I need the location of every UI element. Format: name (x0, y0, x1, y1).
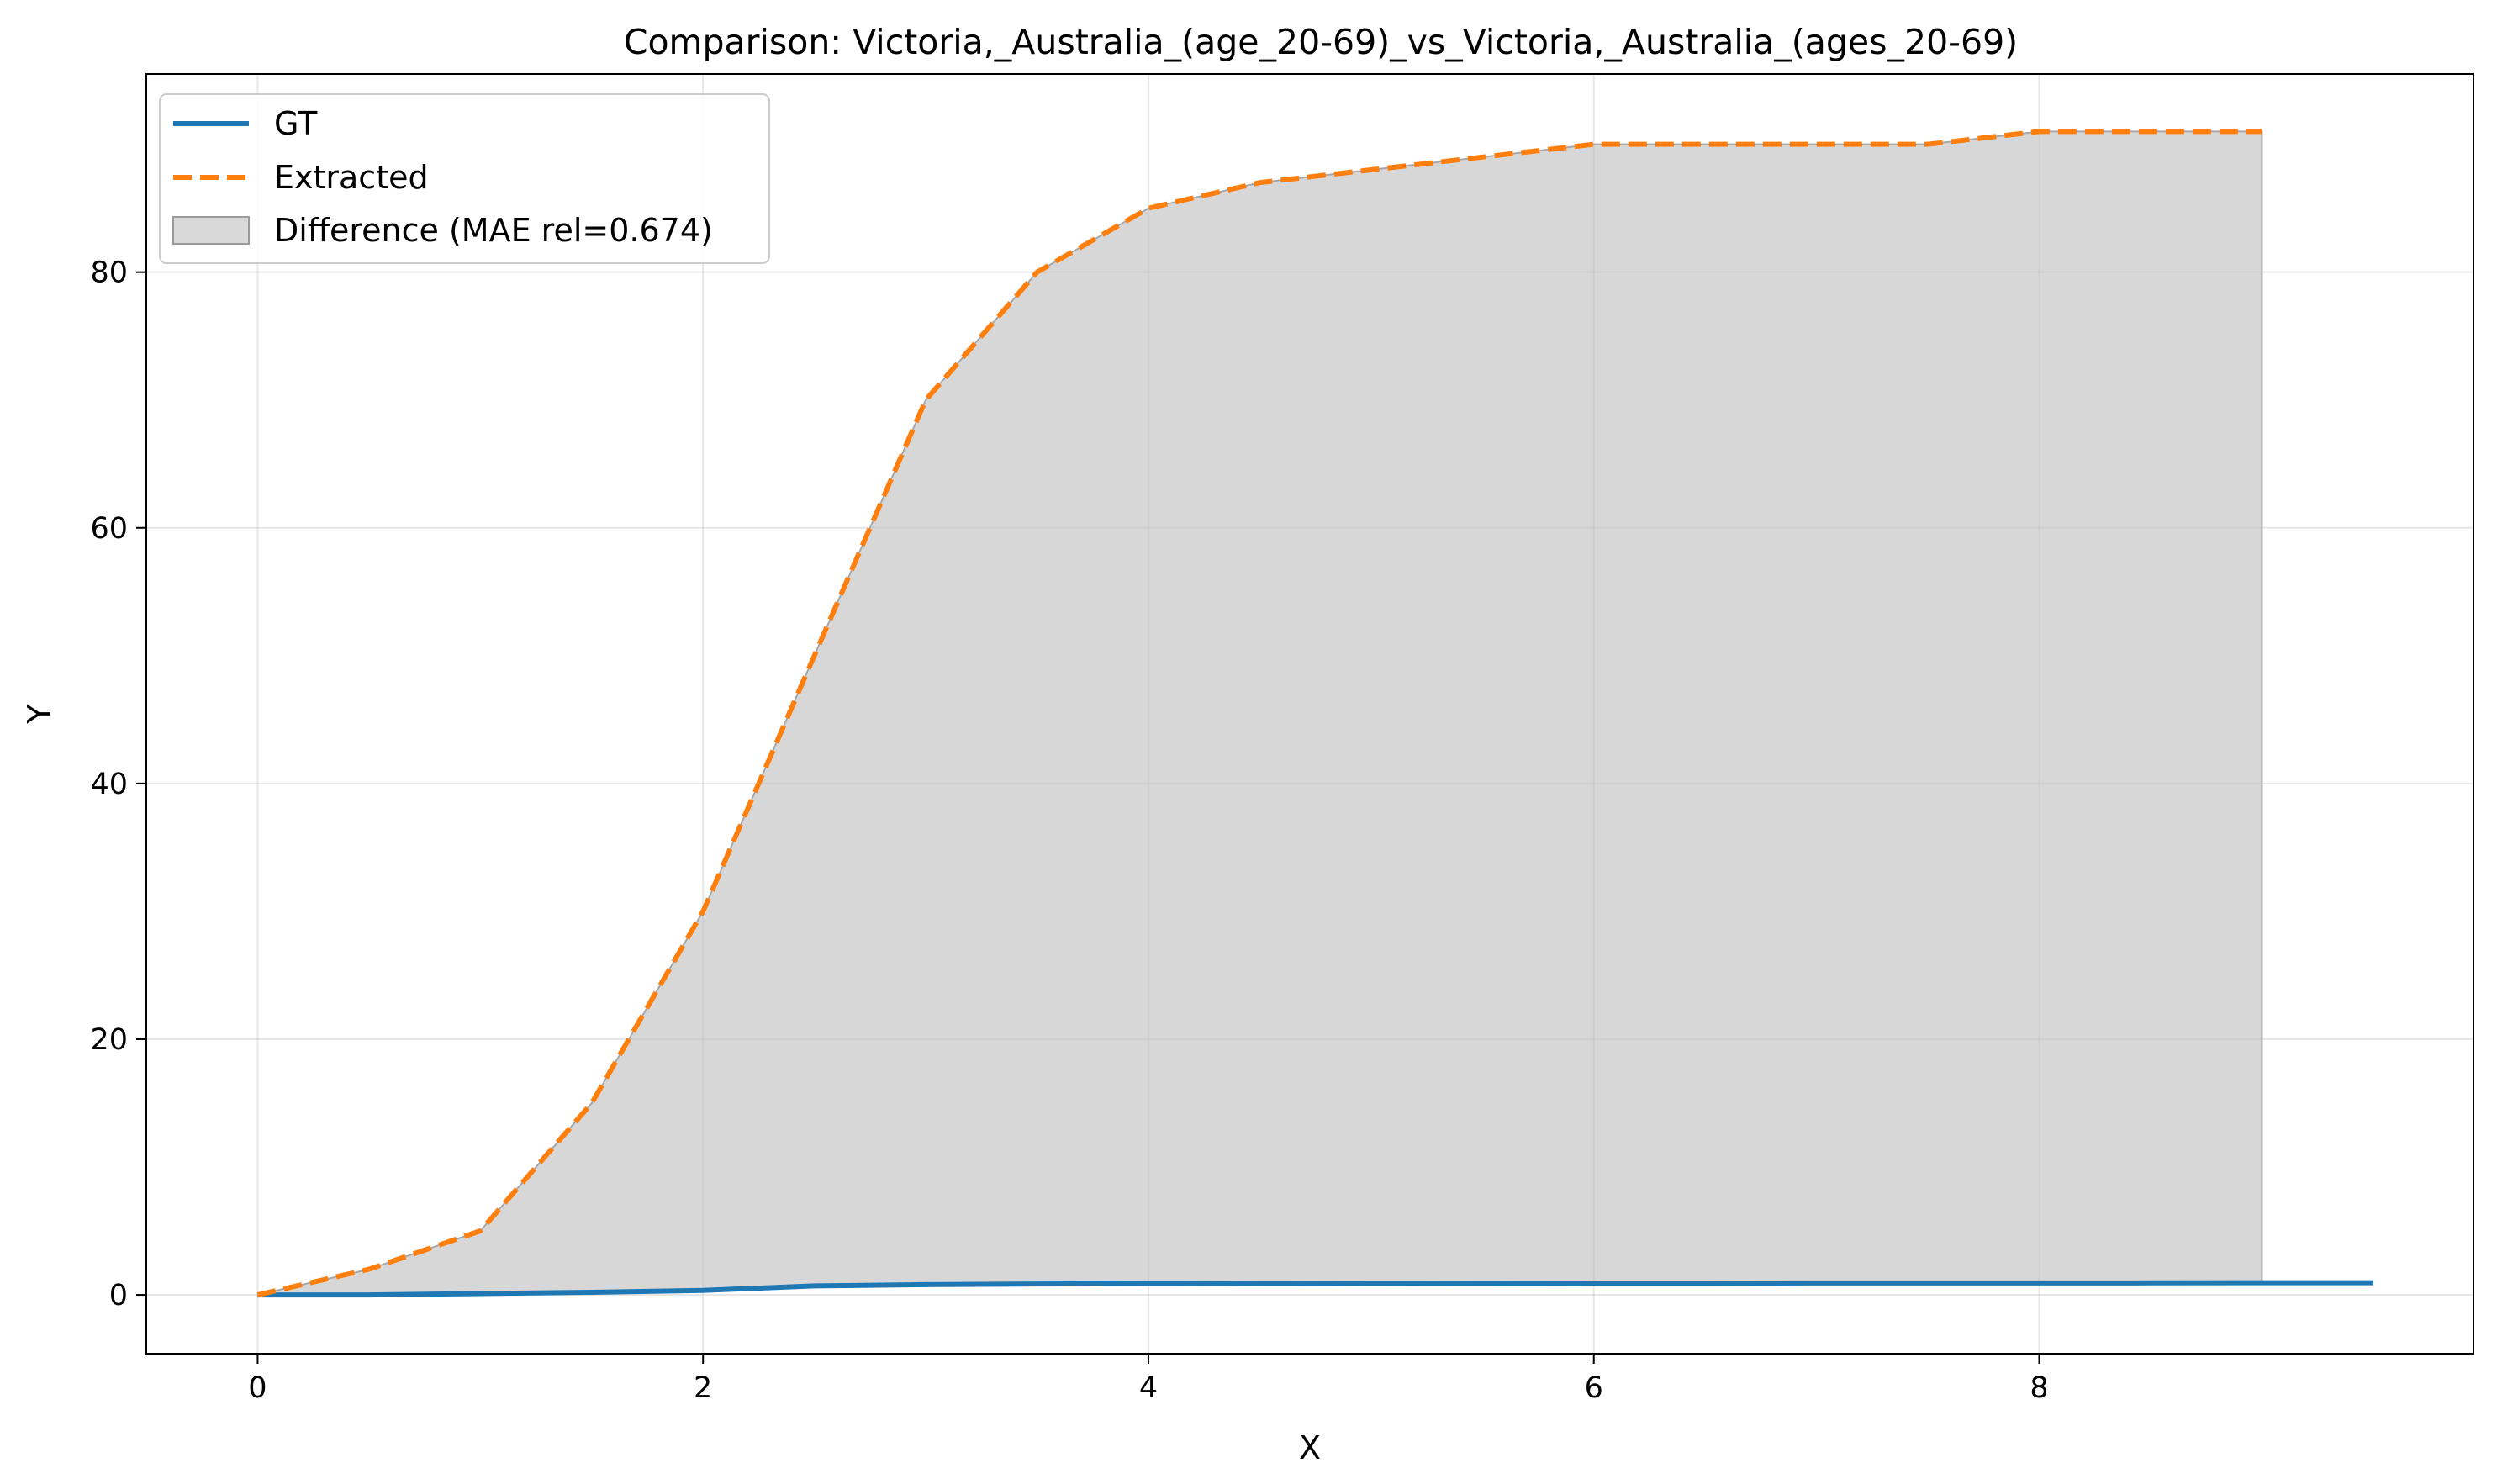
x-tick-label: 0 (248, 1371, 267, 1405)
series-lines (256, 129, 2373, 1298)
legend-gt-label: GT (274, 105, 318, 142)
legend-difference-label: Difference (MAE rel=0.674) (274, 212, 713, 249)
extracted-series-line (256, 129, 2262, 1298)
y-axis-ticks: 0 20 40 60 80 (90, 256, 146, 1312)
legend: GT Extracted Difference (MAE rel=0.674) (159, 93, 770, 264)
x-tick-label: 4 (1139, 1371, 1158, 1405)
gt-series-line (257, 1280, 2373, 1298)
legend-difference-swatch (172, 216, 250, 245)
chart-title: Comparison: Victoria,_Australia_(age_20-… (624, 22, 2018, 62)
y-axis-label: Y (21, 704, 58, 725)
x-tick-label: 8 (2030, 1371, 2048, 1405)
y-tick-label: 20 (90, 1023, 128, 1057)
y-tick-label: 40 (90, 768, 128, 801)
legend-box (159, 93, 770, 264)
y-tick-label: 0 (109, 1279, 128, 1312)
plot-frame (145, 73, 2474, 1355)
legend-extracted-label: Extracted (274, 159, 429, 196)
y-tick-label: 80 (90, 256, 128, 290)
x-tick-label: 2 (694, 1371, 712, 1405)
x-axis-label: X (1299, 1429, 1321, 1466)
y-tick-label: 60 (90, 512, 128, 546)
x-tick-label: 6 (1585, 1371, 1603, 1405)
x-axis-ticks: 0 2 4 6 8 (248, 1354, 2049, 1405)
